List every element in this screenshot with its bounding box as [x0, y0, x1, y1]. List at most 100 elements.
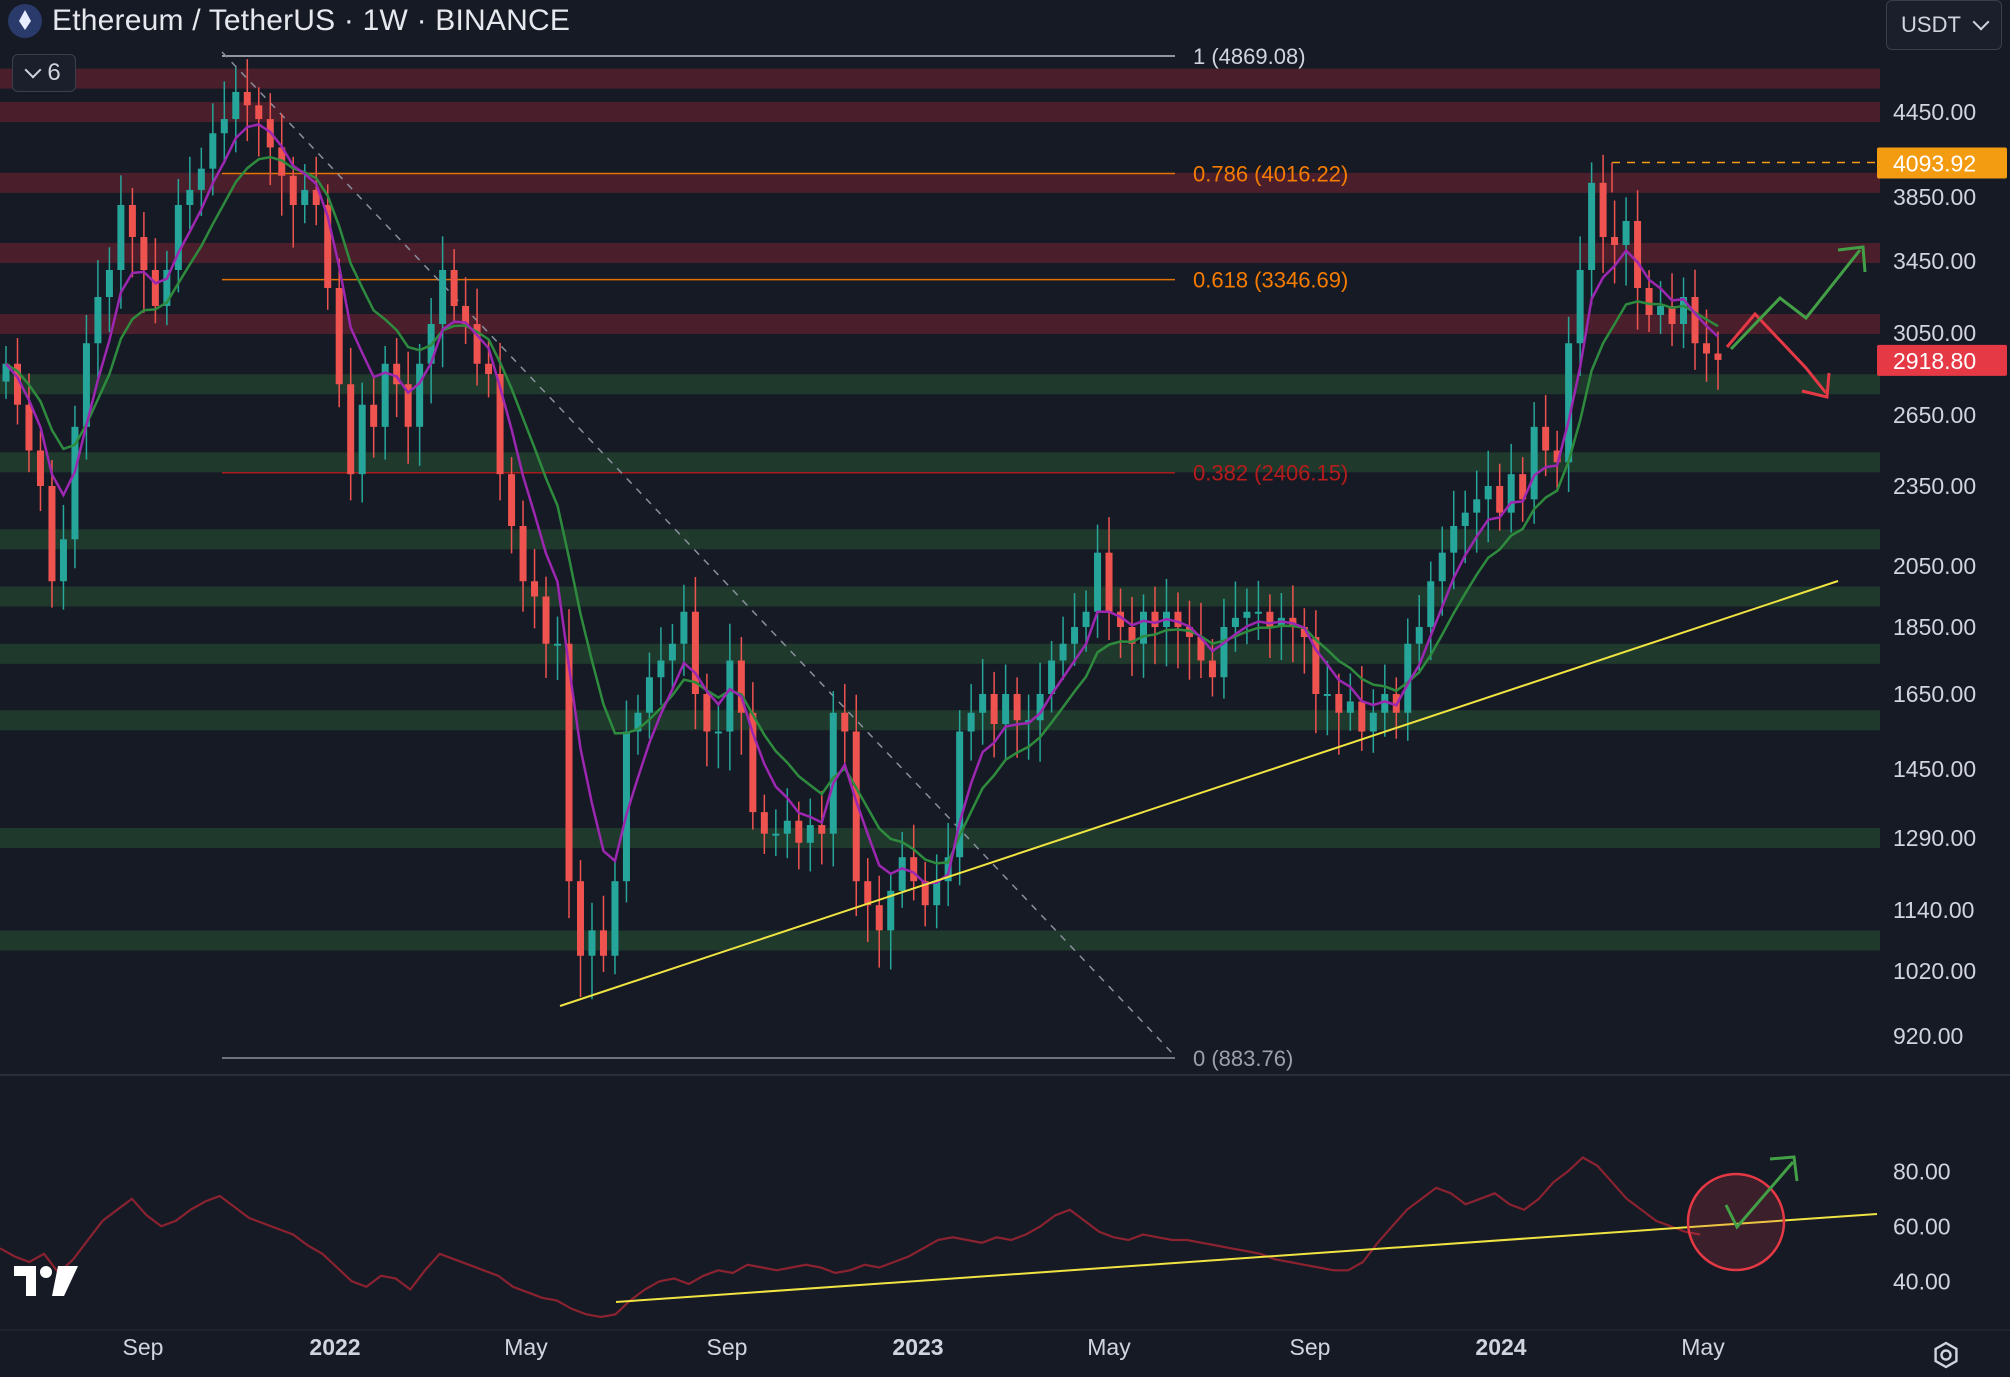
support-trendline[interactable] [559, 580, 1839, 1007]
candle-body[interactable] [1657, 306, 1665, 315]
candle-body[interactable] [1346, 701, 1354, 713]
candle-body[interactable] [232, 91, 240, 120]
candle-body[interactable] [1140, 611, 1148, 644]
candle-body[interactable] [1208, 660, 1216, 678]
candle-body[interactable] [82, 343, 90, 427]
price-tag[interactable] [1877, 344, 2007, 376]
candle-body[interactable] [473, 324, 481, 364]
rsi-line[interactable] [0, 1156, 1701, 1319]
fibonacci-group[interactable]: 1 (4869.08) 0.786 (4016.22) 0.618 (3346.69… [221, 44, 1348, 1071]
candle-body[interactable] [1415, 627, 1423, 644]
candle-body[interactable] [243, 91, 251, 106]
bearish-scenario-arrow[interactable] [1725, 311, 1828, 394]
resistance-zone[interactable] [0, 68, 1880, 89]
candle-body[interactable] [1266, 611, 1274, 627]
candle-body[interactable] [105, 270, 113, 297]
candle-body[interactable] [760, 812, 768, 834]
candle-body[interactable] [48, 486, 56, 582]
candle-body[interactable] [1576, 270, 1584, 344]
candle-body[interactable] [140, 237, 148, 270]
candle-body[interactable] [1565, 343, 1573, 463]
candle-body[interactable] [657, 660, 665, 678]
candle-body[interactable] [668, 643, 676, 661]
candle-body[interactable] [714, 731, 722, 734]
candle-body[interactable] [393, 363, 401, 385]
support-zone[interactable] [0, 586, 1880, 607]
settings-gear-icon[interactable] [1930, 1340, 1962, 1372]
candle-body[interactable] [128, 205, 136, 237]
candle-body[interactable] [852, 731, 860, 882]
candle-body[interactable] [1335, 694, 1343, 713]
candle-body[interactable] [1599, 182, 1607, 237]
candle-body[interactable] [301, 189, 309, 205]
candle-body[interactable] [1082, 611, 1090, 627]
candle-body[interactable] [209, 133, 217, 169]
fib-diagonal-line[interactable] [221, 51, 1176, 1057]
candle-body[interactable] [1530, 426, 1538, 500]
candle-body[interactable] [358, 404, 366, 475]
candle-body[interactable] [588, 930, 596, 956]
ema-slow-line[interactable] [5, 155, 1719, 865]
candle-body[interactable] [255, 105, 263, 120]
candle-body[interactable] [381, 363, 389, 427]
currency-button[interactable]: USDT [1886, 0, 2002, 50]
candle-body[interactable] [404, 384, 412, 427]
candle-body[interactable] [1094, 552, 1102, 612]
candle-body[interactable] [1243, 611, 1251, 618]
candle-body[interactable] [691, 611, 699, 694]
candle-body[interactable] [1197, 637, 1205, 661]
candle-body[interactable] [289, 175, 297, 205]
rsi-bullish-arrow[interactable] [1724, 1161, 1795, 1230]
candle-body[interactable] [611, 881, 619, 956]
candle-body[interactable] [622, 731, 630, 882]
candle-body[interactable] [967, 712, 975, 732]
candle-body[interactable] [1496, 486, 1504, 513]
candle-body[interactable] [335, 288, 343, 385]
candle-body[interactable] [703, 694, 711, 732]
candle-body[interactable] [1381, 694, 1389, 713]
candle-body[interactable] [818, 825, 826, 834]
candle-body[interactable] [576, 881, 584, 956]
resistance-zone[interactable] [0, 102, 1880, 122]
candle-body[interactable] [634, 712, 642, 732]
candle-body[interactable] [806, 825, 814, 843]
candle-body[interactable] [1645, 288, 1653, 315]
candle-body[interactable] [1542, 426, 1550, 451]
candle-body[interactable] [795, 820, 803, 843]
candle-body[interactable] [1151, 611, 1159, 627]
candle-body[interactable] [737, 660, 745, 713]
candle-body[interactable] [1611, 237, 1619, 245]
candle-body[interactable] [1254, 611, 1262, 614]
candle-body[interactable] [599, 930, 607, 956]
candle-body[interactable] [312, 189, 320, 205]
rsi-trendline[interactable] [615, 1213, 1878, 1303]
candle-body[interactable] [117, 205, 125, 270]
candle-body[interactable] [416, 363, 424, 427]
candle-body[interactable] [898, 857, 906, 891]
ema-fast-line[interactable] [5, 123, 1719, 885]
candle-body[interactable] [59, 539, 67, 582]
candle-body[interactable] [542, 596, 550, 644]
candle-body[interactable] [1622, 221, 1630, 245]
candle-body[interactable] [1300, 627, 1308, 638]
candle-body[interactable] [1703, 343, 1711, 354]
candle-body[interactable] [910, 857, 918, 882]
support-zone[interactable] [0, 930, 1880, 951]
candle-body[interactable] [531, 581, 539, 597]
candle-body[interactable] [1680, 297, 1688, 324]
candle-body[interactable] [680, 611, 688, 644]
candle-body[interactable] [13, 363, 21, 405]
candle-body[interactable] [726, 660, 734, 732]
candle-body[interactable] [565, 643, 573, 882]
support-zone[interactable] [0, 452, 1880, 473]
candle-body[interactable] [1174, 611, 1182, 627]
candle-body[interactable] [220, 119, 228, 134]
candle-body[interactable] [450, 270, 458, 306]
candle-body[interactable] [1025, 720, 1033, 723]
candle-body[interactable] [71, 426, 79, 540]
candle-body[interactable] [508, 474, 516, 526]
candle-body[interactable] [1691, 297, 1699, 344]
candle-body[interactable] [324, 205, 332, 288]
candle-body[interactable] [36, 450, 44, 487]
candle-body[interactable] [1484, 486, 1492, 500]
